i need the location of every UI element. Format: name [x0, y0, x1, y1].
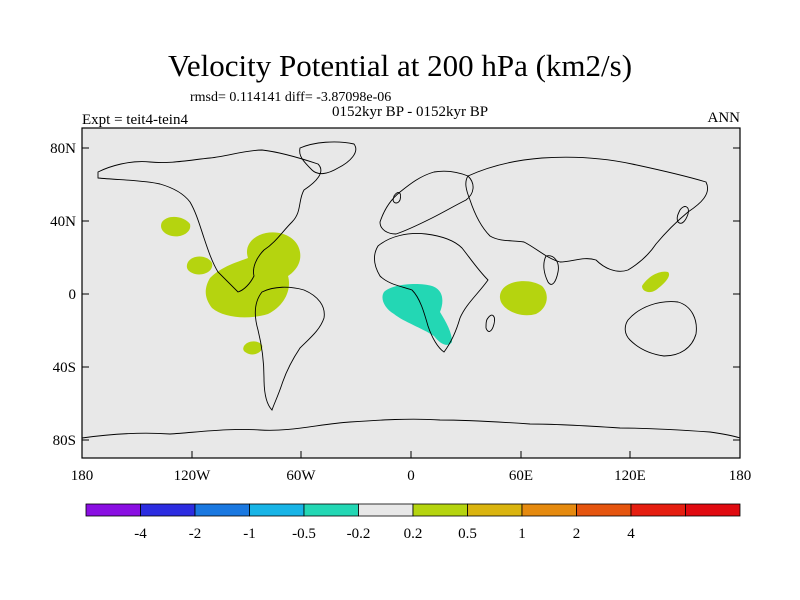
positive-anomaly-indian-ocean — [499, 281, 547, 316]
lat-tick-0: 0 — [69, 287, 77, 303]
greenland-coast — [299, 141, 357, 175]
colorbar-swatch-8 — [521, 503, 577, 517]
colorbar-swatch-4 — [303, 503, 359, 517]
colorbar-swatch-2 — [194, 503, 250, 517]
positive-anomaly-south-pacific — [243, 341, 263, 355]
colorbar-label-0: -4 — [134, 526, 147, 542]
asia-coast — [465, 156, 708, 272]
colorbar-swatch-10 — [630, 503, 686, 517]
colorbar-label-1: -2 — [189, 526, 202, 542]
colorbar-swatch-11 — [685, 503, 741, 517]
madagascar-coast — [485, 314, 495, 332]
colorbar-swatch-9 — [576, 503, 632, 517]
lon-tick-120w: 120W — [174, 468, 212, 484]
antarctica-coast — [81, 418, 741, 439]
colorbar-swatch-3 — [249, 503, 305, 517]
lon-tick-180w: 180 — [71, 468, 94, 484]
season-label: ANN — [707, 110, 741, 126]
colorbar-swatch-7 — [467, 503, 523, 517]
negative-anomaly-atlantic — [382, 284, 452, 345]
positive-anomaly-central-america — [205, 232, 301, 318]
colorbar-swatch-6 — [412, 503, 468, 517]
lat-tick-80s: 80S — [53, 433, 76, 449]
lon-tick-180e: 180 — [729, 468, 752, 484]
period-line: 0152kyr BP - 0152kyr BP — [331, 104, 489, 120]
axis-ticks — [81, 147, 741, 458]
lon-labels: 180 120W 60W 0 60E 120E 180 — [71, 468, 752, 484]
colorbar-label-8: 2 — [573, 526, 581, 542]
coastlines — [81, 141, 741, 439]
colorbar-label-4: -0.2 — [347, 526, 371, 542]
india-coast — [543, 255, 559, 285]
south-america-coast — [254, 286, 325, 411]
north-america-coast — [97, 149, 322, 293]
positive-anomaly-npacific — [161, 216, 191, 237]
colorbar-swatch-5 — [358, 503, 414, 517]
japan-coast — [676, 206, 689, 224]
colorbar-label-2: -1 — [243, 526, 256, 542]
lat-tick-40s: 40S — [53, 360, 76, 376]
positive-anomaly-maritime — [642, 271, 670, 293]
lon-tick-60e: 60E — [509, 468, 533, 484]
lon-tick-60w: 60W — [286, 468, 316, 484]
colorbar-swatch-0 — [85, 503, 141, 517]
lat-tick-80n: 80N — [50, 141, 76, 157]
colorbar-label-6: 0.5 — [458, 526, 477, 542]
lon-tick-0: 0 — [407, 468, 415, 484]
colorbar: -4 -2 -1 -0.5 -0.2 0.2 0.5 1 2 4 — [85, 503, 741, 542]
colorbar-label-9: 4 — [627, 526, 635, 542]
colorbar-label-7: 1 — [518, 526, 526, 542]
colorbar-swatch-1 — [140, 503, 196, 517]
lat-labels: 80N 40N 0 40S 80S — [50, 141, 76, 449]
colorbar-label-5: 0.2 — [404, 526, 423, 542]
colorbar-label-3: -0.5 — [292, 526, 316, 542]
positive-anomaly-hawaii — [186, 256, 213, 275]
lat-tick-40n: 40N — [50, 214, 76, 230]
anomaly-layer — [161, 216, 670, 355]
africa-coast — [373, 233, 489, 353]
lon-tick-120e: 120E — [614, 468, 646, 484]
experiment-label: Expt = teit4-tein4 — [82, 112, 188, 128]
stats-line: rmsd= 0.114141 diff= -3.87098e-06 — [190, 90, 392, 105]
uk-coast — [392, 192, 401, 204]
australia-coast — [624, 301, 697, 357]
europe-coast — [379, 170, 474, 235]
plot-title: Velocity Potential at 200 hPa (km2/s) — [167, 48, 633, 83]
